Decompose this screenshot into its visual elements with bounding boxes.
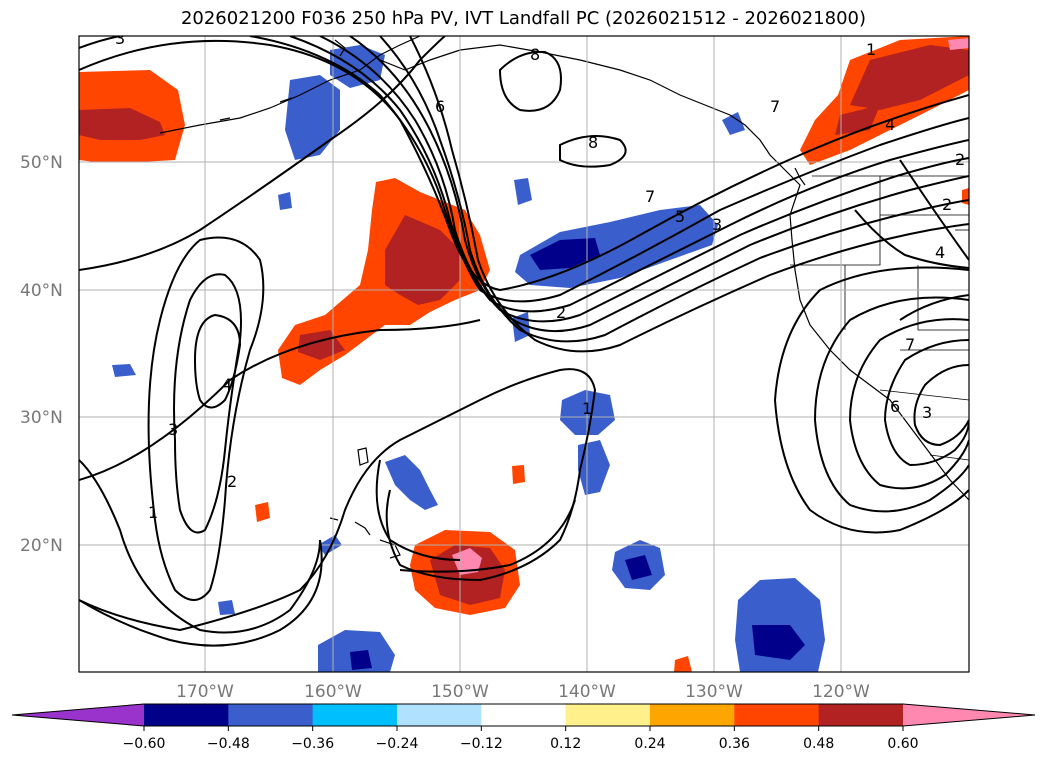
pv-negative-core <box>625 555 652 580</box>
colorbar-extension-max <box>903 704 1035 726</box>
latitude-labels: 50°N 40°N 30°N 20°N <box>20 153 63 556</box>
colorbar-swatch <box>565 704 651 726</box>
pv-negative-region <box>722 112 745 135</box>
pv-positive-peak <box>948 38 969 50</box>
colorbar-tick-label: 0.48 <box>803 736 834 752</box>
lon-label: 150°W <box>431 682 489 702</box>
colorbar: −0.60 −0.48 −0.36 −0.24 −0.12 0.12 0.24 0.36 0.4… <box>11 703 1036 752</box>
colorbar-swatch <box>481 704 567 726</box>
contour-label: 5 <box>675 207 685 226</box>
pv-positive-core <box>850 45 969 110</box>
lon-label: 120°W <box>812 682 870 702</box>
pv-negative-region <box>278 192 292 210</box>
colorbar-swatch <box>312 704 398 726</box>
pv-negative-region <box>218 600 235 615</box>
lat-label: 20°N <box>20 536 63 556</box>
pv-negative-core <box>350 650 372 670</box>
pv-negative-region <box>330 45 385 88</box>
colorbar-swatch <box>734 704 820 726</box>
contour-label: 3 <box>712 215 722 234</box>
colorbar-tick-label: −0.48 <box>207 736 250 752</box>
contour-label: 1 <box>148 503 158 522</box>
pv-negative-region <box>578 440 610 495</box>
lon-label: 170°W <box>176 682 234 702</box>
pv-negative-region <box>318 630 395 672</box>
map-title: 2026021200 F036 250 hPa PV, IVT Landfall… <box>180 8 867 29</box>
lon-label: 140°W <box>558 682 616 702</box>
colorbar-swatch <box>818 704 904 726</box>
pv-positive-anomalies <box>79 36 969 672</box>
pv-negative-region <box>514 178 532 205</box>
colorbar-swatch <box>397 704 482 726</box>
contour-label: 8 <box>530 45 540 64</box>
colorbar-tick-label: 0.60 <box>887 736 918 752</box>
contour-label: 6 <box>435 97 445 116</box>
contour-label: 6 <box>890 397 900 416</box>
pv-negative-core <box>752 625 805 660</box>
colorbar-swatch <box>144 704 229 726</box>
contour-label: 4 <box>885 115 895 134</box>
contour-label: 8 <box>588 133 598 152</box>
contour-label: 3 <box>115 29 125 48</box>
pv-negative-anomalies <box>112 45 825 672</box>
colorbar-tick-label: −0.60 <box>123 736 166 752</box>
colorbar-swatch <box>650 704 735 726</box>
contour-label: 4 <box>935 243 945 262</box>
pv-positive-core <box>385 215 460 305</box>
colorbar-tick-label: 0.36 <box>719 736 750 752</box>
colorbar-tick-label: −0.12 <box>460 736 503 752</box>
lat-label: 40°N <box>20 281 63 301</box>
pv-positive-region <box>674 656 692 672</box>
contour-label: 3 <box>922 403 932 422</box>
pv-positive-region <box>962 188 969 205</box>
contour-label: 3 <box>168 420 178 439</box>
pv-negative-region <box>385 455 438 510</box>
pv-positive-region <box>512 465 525 484</box>
contour-label: 2 <box>955 150 965 169</box>
contour-label: 1 <box>582 399 592 418</box>
contour-label: 2 <box>942 195 952 214</box>
colorbar-tick-label: −0.36 <box>291 736 334 752</box>
colorbar-tick-label: −0.24 <box>376 736 419 752</box>
longitude-labels: 170°W 160°W 150°W 140°W 130°W 120°W <box>176 682 870 702</box>
pv-negative-region <box>285 75 340 160</box>
map-frame <box>78 35 970 673</box>
map-content: 8 8 6 7 5 3 2 4 3 2 1 1 1 4 4 2 2 7 6 3 … <box>79 29 969 672</box>
lat-label: 30°N <box>20 408 63 428</box>
pv-negative-core <box>530 238 600 270</box>
pv-positive-region <box>255 502 270 522</box>
coastlines <box>159 36 969 559</box>
ivt-contours <box>79 36 969 647</box>
contour-label: 2 <box>556 303 566 322</box>
pv-positive-core <box>79 108 165 140</box>
lon-label: 130°W <box>685 682 743 702</box>
colorbar-extension-min <box>12 704 144 726</box>
lat-label: 50°N <box>20 153 63 173</box>
contour-label: 2 <box>227 472 237 491</box>
contour-label: 7 <box>645 187 655 206</box>
pv-negative-region <box>112 364 136 377</box>
colorbar-swatch <box>228 704 314 726</box>
colorbar-tick-label: 0.24 <box>634 736 665 752</box>
contour-label: 1 <box>866 40 876 59</box>
contour-label: 4 <box>222 375 232 394</box>
contour-label: 7 <box>905 335 915 354</box>
graticule <box>79 36 969 672</box>
colorbar-tick-label: 0.12 <box>550 736 581 752</box>
contour-labels: 8 8 6 7 5 3 2 4 3 2 1 1 1 4 4 2 2 7 6 3 … <box>115 29 965 522</box>
contour-label: 7 <box>770 97 780 116</box>
lon-label: 160°W <box>304 682 362 702</box>
